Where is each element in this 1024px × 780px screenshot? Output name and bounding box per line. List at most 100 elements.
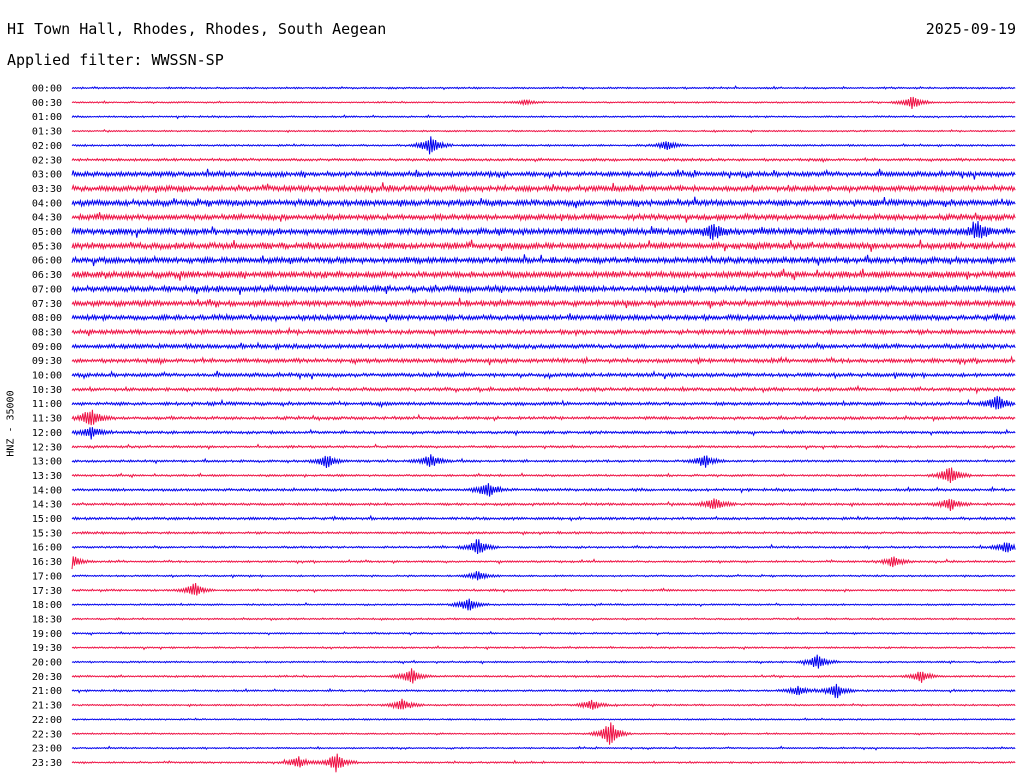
time-label: 13:00: [32, 457, 62, 468]
trace-line: [71, 556, 1016, 570]
trace-line: [71, 498, 1016, 512]
time-label: 02:30: [32, 155, 62, 166]
trace-line: [71, 582, 1016, 596]
trace-line: [71, 514, 1016, 522]
trace-line: [71, 698, 1016, 710]
time-label: 23:00: [32, 744, 62, 755]
time-label: 10:30: [32, 385, 62, 396]
trace-line: [71, 355, 1016, 366]
time-label: 12:30: [32, 442, 62, 453]
time-label: 09:30: [32, 356, 62, 367]
time-label: 01:30: [32, 127, 62, 138]
trace-line: [71, 341, 1016, 351]
time-label: 03:30: [32, 184, 62, 195]
time-label: 07:30: [32, 299, 62, 310]
trace-line: [71, 196, 1016, 209]
trace-line: [71, 598, 1016, 611]
trace-line: [71, 136, 1016, 155]
trace-line: [71, 539, 1016, 554]
time-label: 05:00: [32, 227, 62, 238]
time-label: 18:00: [32, 600, 62, 611]
trace-line: [71, 630, 1016, 636]
time-label: 23:30: [32, 758, 62, 769]
trace-line: [71, 467, 1016, 484]
trace-line: [71, 483, 1016, 497]
time-label: 19:00: [32, 629, 62, 640]
time-label: 19:30: [32, 643, 62, 654]
time-label: 12:00: [32, 428, 62, 439]
time-label: 08:00: [32, 313, 62, 324]
time-label: 04:30: [32, 213, 62, 224]
trace-line: [71, 156, 1016, 163]
time-label: 18:30: [32, 614, 62, 625]
time-label: 22:00: [32, 715, 62, 726]
time-label: 00:00: [32, 84, 62, 95]
trace-line: [71, 168, 1016, 180]
time-label: 14:30: [32, 500, 62, 511]
time-label: 16:30: [32, 557, 62, 568]
trace-line: [71, 297, 1016, 309]
trace-line: [71, 616, 1016, 622]
time-label: 22:30: [32, 729, 62, 740]
trace-line: [71, 326, 1016, 338]
filter-label: Applied filter: WWSSN-SP: [7, 51, 224, 69]
trace-line: [71, 268, 1016, 281]
trace-line: [71, 683, 1016, 699]
trace-line: [71, 443, 1016, 451]
trace-line: [71, 114, 1016, 120]
trace-line: [71, 395, 1016, 410]
time-label: 03:00: [32, 170, 62, 181]
trace-line: [71, 182, 1016, 194]
trace-line: [71, 128, 1016, 134]
time-label: 09:00: [32, 342, 62, 353]
trace-line: [71, 254, 1016, 267]
time-label: 17:00: [32, 571, 62, 582]
trace-line: [71, 220, 1016, 241]
traces: [71, 85, 1016, 773]
time-label: 00:30: [32, 98, 62, 109]
time-labels: 00:00 00:30 01:00 01:30 02:00 02:30 03:00 03:30…: [32, 84, 62, 769]
trace-line: [71, 717, 1016, 722]
trace-line: [71, 96, 1016, 110]
trace-line: [71, 745, 1016, 751]
trace-line: [71, 571, 1016, 581]
time-label: 21:00: [32, 686, 62, 697]
station-title: HI Town Hall, Rhodes, Rhodes, South Aege…: [7, 20, 387, 38]
time-label: 04:00: [32, 198, 62, 209]
time-label: 05:30: [32, 241, 62, 252]
trace-line: [71, 85, 1016, 91]
time-label: 21:30: [32, 701, 62, 712]
trace-line: [71, 668, 1016, 684]
time-label: 01:00: [32, 112, 62, 123]
time-label: 16:00: [32, 543, 62, 554]
time-label: 07:00: [32, 284, 62, 295]
time-label: 06:30: [32, 270, 62, 281]
time-label: 08:30: [32, 327, 62, 338]
trace-line: [71, 454, 1016, 468]
time-label: 14:00: [32, 485, 62, 496]
trace-line: [71, 427, 1016, 440]
time-label: 06:00: [32, 256, 62, 267]
time-label: 20:30: [32, 672, 62, 683]
trace-line: [71, 409, 1016, 426]
trace-line: [71, 384, 1016, 395]
time-label: 11:00: [32, 399, 62, 410]
trace-line: [71, 312, 1016, 323]
trace-line: [71, 645, 1016, 651]
trace-line: [71, 212, 1016, 223]
time-label: 20:00: [32, 658, 62, 669]
trace-line: [71, 239, 1016, 252]
time-label: 13:30: [32, 471, 62, 482]
trace-line: [71, 370, 1016, 381]
trace-line: [71, 654, 1016, 669]
time-label: 15:30: [32, 528, 62, 539]
time-label: 02:00: [32, 141, 62, 152]
record-date: 2025-09-19: [925, 20, 1016, 38]
trace-line: [71, 283, 1016, 295]
time-label: 17:30: [32, 586, 62, 597]
trace-line: [71, 530, 1016, 536]
trace-line: [71, 753, 1016, 773]
time-label: 11:30: [32, 414, 62, 425]
time-label: 15:00: [32, 514, 62, 525]
